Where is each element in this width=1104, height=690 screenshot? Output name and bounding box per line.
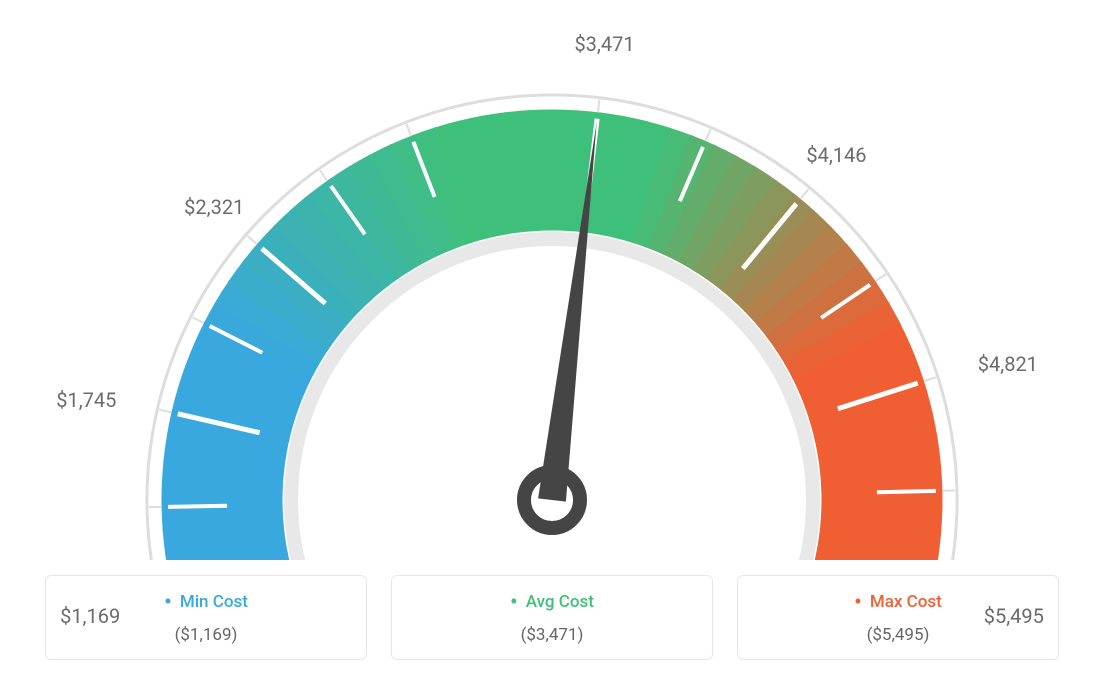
- legend-card-avg: Avg Cost ($3,471): [391, 575, 713, 660]
- gauge-tick-label: $4,146: [806, 143, 866, 167]
- gauge-tick-label: $1,745: [56, 388, 116, 412]
- legend-avg-value: ($3,471): [392, 625, 712, 645]
- gauge-tick-label: $3,471: [574, 32, 634, 56]
- gauge-tick-label: $1,169: [60, 604, 120, 628]
- gauge-svg: [0, 0, 1104, 560]
- gauge-tick-label: $4,821: [978, 352, 1038, 376]
- gauge-tick-label: $2,321: [184, 195, 244, 219]
- gauge-area: $1,169$1,745$2,321$3,471$4,146$4,821$5,4…: [0, 0, 1104, 550]
- legend-max-value: ($5,495): [738, 625, 1058, 645]
- legend-min-value: ($1,169): [46, 625, 366, 645]
- legend-avg-label: Avg Cost: [392, 590, 712, 615]
- legend-row: Min Cost ($1,169) Avg Cost ($3,471) Max …: [0, 575, 1104, 660]
- gauge-tick-label: $5,495: [984, 604, 1044, 628]
- gauge-chart-container: $1,169 $1,745 $2,321 $3,471 $4,146 $4,821 $5,4…: [0, 0, 1104, 690]
